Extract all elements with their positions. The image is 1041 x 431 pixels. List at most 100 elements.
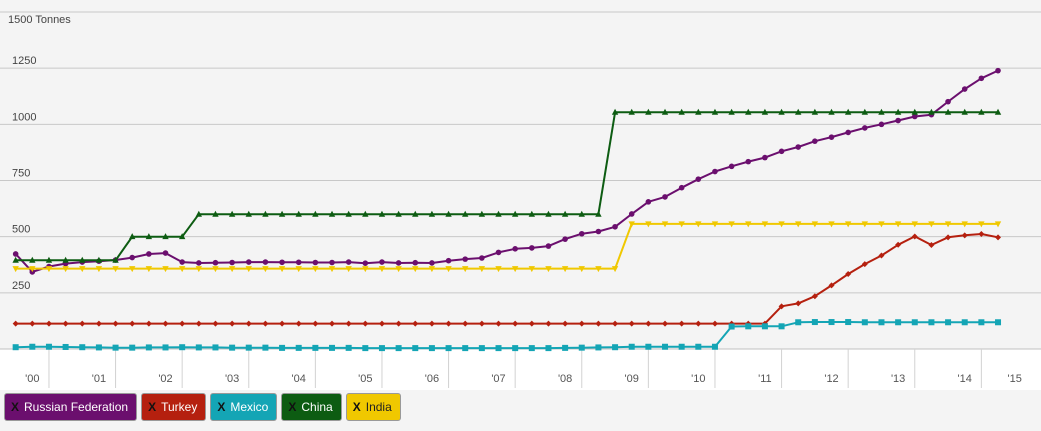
data-point <box>961 108 968 115</box>
data-point <box>229 344 236 351</box>
data-point <box>878 319 885 326</box>
data-point <box>745 158 752 165</box>
data-point <box>29 256 36 263</box>
data-point <box>662 343 669 350</box>
legend-item-turkey[interactable]: X Turkey <box>141 393 207 421</box>
x-tick-label: '01 <box>92 373 106 385</box>
data-point <box>29 266 36 273</box>
x-axis-band <box>0 349 1041 390</box>
data-point <box>695 320 702 327</box>
data-point <box>378 320 385 327</box>
data-point <box>478 345 485 352</box>
x-tick-label: '04 <box>292 373 306 385</box>
data-point <box>628 211 635 217</box>
data-point <box>945 319 952 326</box>
data-point <box>578 344 585 351</box>
legend-item-india[interactable]: X India <box>345 393 401 421</box>
data-point <box>129 254 136 261</box>
data-point <box>762 154 768 161</box>
legend-toggle-icon: X <box>288 400 297 414</box>
data-point <box>978 230 985 237</box>
data-point <box>828 108 835 115</box>
data-point <box>145 320 152 327</box>
data-point <box>312 210 319 217</box>
data-point <box>645 343 652 350</box>
data-point <box>395 266 402 273</box>
data-point <box>512 345 519 352</box>
data-point <box>12 266 19 273</box>
data-point <box>412 320 419 327</box>
data-point <box>345 259 352 265</box>
data-point <box>578 320 585 327</box>
data-point <box>761 323 768 330</box>
data-point <box>345 320 352 327</box>
data-point <box>162 344 169 351</box>
data-point <box>395 345 402 352</box>
data-point <box>62 256 69 263</box>
y-axis-label: 1500 Tonnes <box>8 14 71 26</box>
legend-item-mexico[interactable]: X Mexico <box>210 393 278 421</box>
data-point <box>62 320 69 327</box>
data-point <box>545 320 552 327</box>
data-point <box>844 221 852 228</box>
data-point <box>312 266 319 273</box>
data-point <box>878 121 885 128</box>
data-point <box>811 221 819 228</box>
data-point <box>944 221 952 228</box>
legend-label: Russian Federation <box>24 400 129 414</box>
data-point <box>628 108 635 115</box>
x-tick-label: '06 <box>425 373 439 385</box>
data-point <box>612 223 618 230</box>
data-point <box>312 259 319 266</box>
data-point <box>695 176 702 182</box>
data-point <box>378 266 386 273</box>
series-china <box>12 108 1002 263</box>
data-point <box>462 320 469 327</box>
data-point <box>45 256 53 263</box>
data-point <box>295 320 302 327</box>
data-point <box>778 221 785 228</box>
legend-label: India <box>365 400 392 414</box>
legend-item-russian-federation[interactable]: X Russian Federation <box>4 393 138 421</box>
data-point <box>495 320 502 327</box>
data-point <box>562 344 569 351</box>
data-point <box>478 210 486 217</box>
data-point <box>628 221 635 228</box>
data-point <box>29 320 36 327</box>
data-point <box>945 98 951 105</box>
data-point <box>145 233 153 240</box>
data-point <box>745 323 752 330</box>
data-point <box>928 108 935 115</box>
data-point <box>229 320 236 327</box>
legend-label: China <box>301 400 333 414</box>
data-point <box>429 260 435 266</box>
data-point <box>695 221 702 228</box>
data-point <box>312 344 319 351</box>
data-point <box>162 233 169 240</box>
data-point <box>462 256 469 262</box>
data-point <box>712 168 718 175</box>
data-point <box>12 320 19 327</box>
data-point <box>828 134 835 140</box>
data-point <box>678 184 685 191</box>
data-point <box>828 282 835 289</box>
data-point <box>928 319 935 326</box>
y-tick-label: 1000 <box>12 111 36 123</box>
data-point <box>928 221 935 228</box>
data-point <box>878 252 885 259</box>
data-point <box>462 210 469 217</box>
x-tick-label: '15 <box>1007 373 1021 385</box>
data-point <box>861 261 868 268</box>
data-point <box>395 210 402 217</box>
data-point <box>728 221 735 228</box>
data-point <box>162 320 169 327</box>
data-point <box>878 108 885 115</box>
data-point <box>945 234 952 241</box>
data-point <box>279 259 285 266</box>
data-point <box>195 266 203 273</box>
data-point <box>45 343 52 350</box>
data-point <box>478 320 485 327</box>
data-point <box>778 148 785 155</box>
data-point <box>29 343 36 350</box>
legend-item-china[interactable]: X China <box>281 393 342 421</box>
